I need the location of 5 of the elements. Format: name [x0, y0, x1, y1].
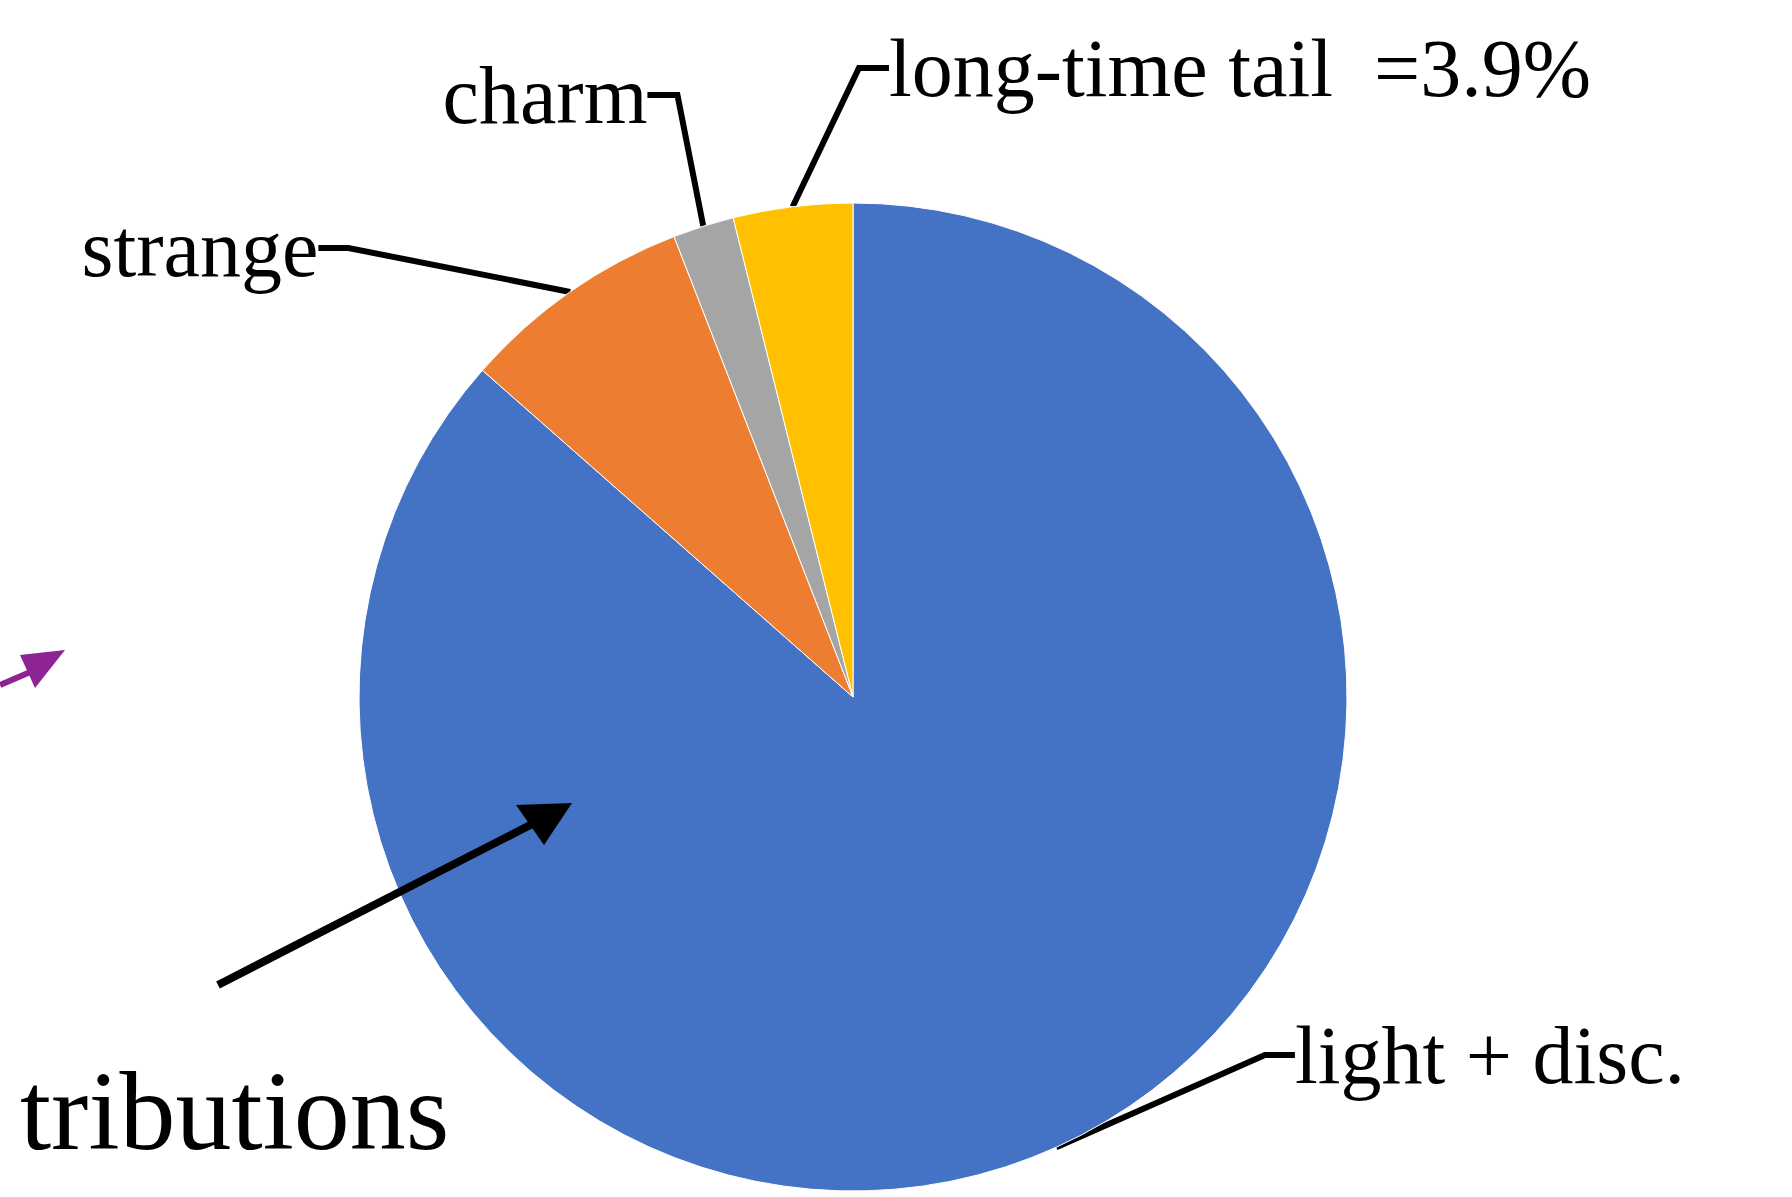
slice-label: charm — [442, 49, 648, 141]
slice-label: long-time tail =3.9% — [888, 22, 1592, 114]
text: tributions — [20, 1049, 450, 1173]
slice-label: strange — [81, 202, 319, 294]
slice-label: light + disc. — [1294, 1009, 1686, 1101]
